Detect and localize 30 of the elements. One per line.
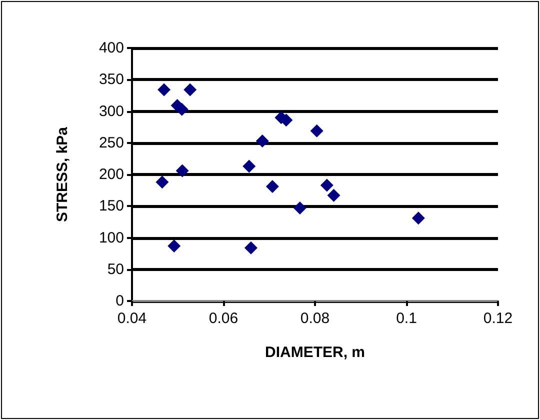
point — [310, 124, 324, 138]
x-tick-label: 0.1 — [396, 310, 417, 327]
x-tick-label: 0.12 — [483, 310, 513, 327]
point — [266, 180, 279, 194]
point — [158, 83, 171, 96]
point — [242, 160, 256, 173]
point — [244, 241, 258, 254]
y-tick-label: 150 — [98, 198, 124, 215]
point — [156, 176, 169, 189]
x-tick-label: 0.06 — [208, 310, 238, 327]
point — [176, 164, 189, 178]
point — [184, 83, 197, 96]
y-tick-label: 200 — [98, 166, 124, 183]
point — [320, 178, 334, 192]
x-tick-label: 0.08 — [300, 310, 330, 327]
x-tick-label: 0.04 — [117, 310, 147, 327]
point — [293, 202, 306, 215]
y-axis-title: STRESS, kPa — [54, 126, 71, 222]
point — [327, 188, 340, 202]
y-tick-label: 400 — [98, 40, 124, 56]
y-tick-label: 50 — [107, 260, 124, 278]
y-tick-label: 0 — [116, 292, 124, 310]
point — [256, 134, 269, 148]
y-tick-label: 100 — [98, 229, 124, 246]
y-tick-label: 350 — [98, 71, 124, 88]
y-tick-label: 250 — [98, 134, 124, 152]
point — [168, 239, 181, 252]
point — [412, 212, 425, 225]
x-axis-title: DIAMETER, m — [264, 344, 366, 361]
y-tick-label: 300 — [98, 102, 124, 120]
